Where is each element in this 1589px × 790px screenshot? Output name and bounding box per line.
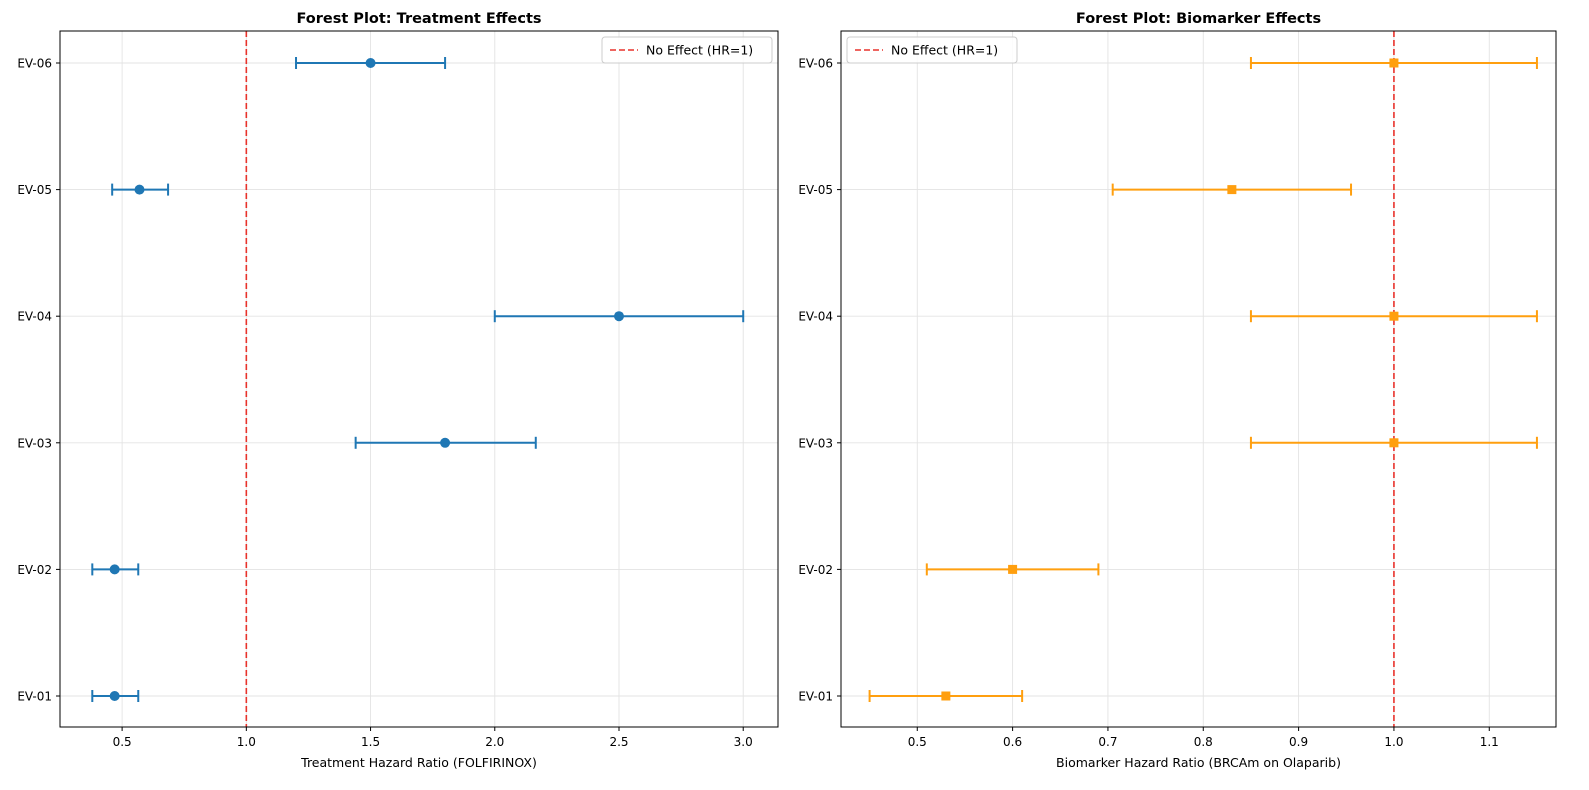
x-tick-label: 2.5 bbox=[609, 735, 628, 749]
x-tick-label: 1.5 bbox=[361, 735, 380, 749]
point-estimate bbox=[1389, 58, 1399, 68]
forest-row-ev-05 bbox=[111, 183, 170, 196]
x-axis-ticks: 0.5 0.6 0.7 0.8 0.9 1.0 1.1 bbox=[908, 727, 1499, 749]
forest-row-ev-06 bbox=[1249, 57, 1538, 69]
axes-frame bbox=[840, 30, 1557, 728]
y-tick-label: EV-03 bbox=[798, 436, 833, 450]
point-estimate bbox=[1389, 311, 1399, 321]
x-tick-label: 0.8 bbox=[1194, 735, 1213, 749]
point-estimate bbox=[941, 691, 951, 701]
chart-title: Forest Plot: Biomarker Effects bbox=[1076, 11, 1321, 27]
legend-label: No Effect (HR=1) bbox=[891, 43, 998, 58]
x-axis-label: Treatment Hazard Ratio (FOLFIRINOX) bbox=[300, 755, 537, 770]
y-tick-label: EV-03 bbox=[17, 436, 52, 450]
x-tick-label: 1.1 bbox=[1480, 735, 1499, 749]
y-tick-label: EV-05 bbox=[17, 183, 52, 197]
point-estimate bbox=[109, 691, 120, 701]
y-axis-ticks: EV-01 EV-02 EV-03 EV-04 EV-05 EV-06 bbox=[798, 57, 841, 704]
x-tick-label: 1.0 bbox=[237, 735, 256, 749]
point-estimate bbox=[440, 437, 451, 448]
legend-box bbox=[601, 36, 773, 64]
x-tick-label: 0.9 bbox=[1289, 735, 1308, 749]
y-tick-label: EV-02 bbox=[17, 563, 52, 577]
forest-row-ev-01 bbox=[91, 690, 140, 702]
x-tick-label: 3.0 bbox=[734, 735, 753, 749]
point-estimate bbox=[109, 564, 120, 575]
data-series bbox=[91, 57, 745, 702]
x-tick-label: 0.5 bbox=[113, 735, 132, 749]
point-estimate bbox=[1008, 564, 1018, 574]
x-tick-label: 0.5 bbox=[908, 735, 927, 749]
chart-title: Forest Plot: Treatment Effects bbox=[296, 11, 541, 27]
y-tick-label: EV-05 bbox=[798, 183, 833, 197]
forest-row-ev-05 bbox=[1111, 183, 1353, 196]
point-estimate bbox=[1389, 438, 1399, 448]
x-tick-label: 0.6 bbox=[1003, 735, 1022, 749]
x-axis-ticks: 0.5 1.0 1.5 2.0 2.5 3.0 bbox=[113, 727, 753, 749]
legend: No Effect (HR=1) bbox=[846, 36, 1018, 64]
x-tick-label: 2.0 bbox=[485, 735, 504, 749]
point-estimate bbox=[134, 184, 145, 195]
grid-lines bbox=[841, 31, 1556, 727]
treatment-forest-plot: 0.5 1.0 1.5 2.0 2.5 3.0 EV-01EV-02EV-03EV-04E… bbox=[17, 11, 779, 770]
legend: No Effect (HR=1) bbox=[601, 36, 773, 64]
y-tick-label: EV-06 bbox=[17, 57, 52, 71]
plot-border bbox=[59, 30, 779, 728]
point-estimate bbox=[613, 311, 624, 322]
data-series bbox=[868, 57, 1538, 702]
forest-row-ev-06 bbox=[295, 57, 447, 69]
forest-row-ev-02 bbox=[925, 563, 1100, 576]
forest-row-ev-02 bbox=[91, 563, 140, 576]
y-tick-label: EV-06 bbox=[798, 57, 833, 71]
y-tick-label: EV-02 bbox=[798, 563, 833, 577]
point-estimate bbox=[1227, 185, 1237, 195]
point-estimate bbox=[365, 58, 376, 68]
forest-row-ev-04 bbox=[493, 310, 745, 323]
y-tick-label: EV-01 bbox=[798, 690, 833, 704]
x-tick-label: 1.0 bbox=[1384, 735, 1403, 749]
grid-lines bbox=[60, 31, 778, 727]
x-tick-label: 0.7 bbox=[1098, 735, 1117, 749]
legend-label: No Effect (HR=1) bbox=[646, 43, 753, 58]
forest-row-ev-03 bbox=[1249, 436, 1538, 449]
y-axis-ticks: EV-01 EV-02 EV-03 EV-04 EV-05 EV-06 bbox=[17, 57, 60, 704]
forest-row-ev-04 bbox=[1249, 310, 1538, 323]
axes-frame bbox=[59, 30, 779, 728]
legend-box bbox=[846, 36, 1018, 64]
forest-row-ev-01 bbox=[868, 690, 1024, 702]
x-axis-label: Biomarker Hazard Ratio (BRCAm on Olapari… bbox=[1056, 755, 1341, 770]
forest-row-ev-03 bbox=[354, 436, 537, 449]
biomarker-forest-plot: 0.5 0.6 0.7 0.8 0.9 1.0 1.1 EV-01EV-02EV-03EV-… bbox=[798, 11, 1557, 770]
y-tick-label: EV-04 bbox=[17, 310, 52, 324]
plot-border bbox=[840, 30, 1557, 728]
y-tick-label: EV-01 bbox=[17, 690, 52, 704]
y-tick-label: EV-04 bbox=[798, 310, 833, 324]
